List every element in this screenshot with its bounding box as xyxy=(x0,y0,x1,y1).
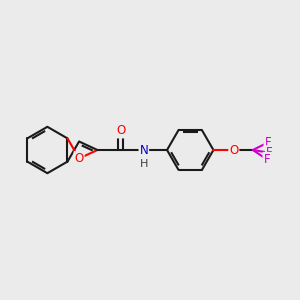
Text: F: F xyxy=(265,136,271,149)
Text: F: F xyxy=(263,153,270,166)
Text: N: N xyxy=(140,143,148,157)
Text: O: O xyxy=(229,143,239,157)
Text: F: F xyxy=(266,146,273,159)
Text: O: O xyxy=(74,152,84,165)
Text: H: H xyxy=(140,159,148,170)
Text: O: O xyxy=(116,124,125,137)
